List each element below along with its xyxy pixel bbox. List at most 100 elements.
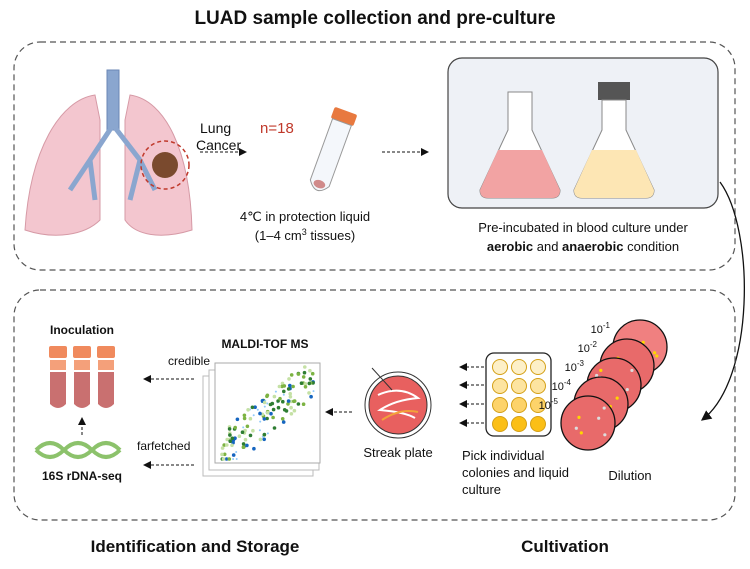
scatter-point <box>269 411 273 416</box>
scatter-point <box>281 399 285 404</box>
scatter-point <box>220 446 225 450</box>
scatter-point <box>303 365 307 369</box>
scatter-point <box>301 375 306 379</box>
scatter-point <box>237 434 242 439</box>
scatter-point <box>268 402 273 407</box>
scatter-point <box>288 391 293 396</box>
scatter-point <box>271 407 276 412</box>
colony-dot <box>602 406 606 410</box>
well <box>511 416 527 432</box>
inoculation-tubes-icon <box>49 346 115 408</box>
colony-dot <box>603 433 607 437</box>
scatter-point <box>250 405 255 410</box>
dilution-plates-icon: 10-1 10-2 10-3 10-4 10-5 <box>539 319 668 451</box>
scatter-point <box>224 457 229 461</box>
scatter-point <box>258 411 262 416</box>
scatter-point <box>312 390 315 393</box>
scatter-point <box>278 396 282 401</box>
scatter-point <box>227 427 232 431</box>
tissue-size: (1–4 cm3 tissues) <box>255 227 355 243</box>
scatter-point <box>310 371 315 376</box>
dilution-level-label: 10-4 <box>552 378 572 393</box>
scatter-point <box>230 436 235 441</box>
scatter-point <box>235 417 240 422</box>
scatter-point <box>245 424 250 429</box>
scatter-point <box>248 433 253 438</box>
scatter-point <box>232 458 235 460</box>
scatter-point <box>233 436 237 441</box>
scatter-point <box>280 417 285 421</box>
scatter-point <box>258 429 261 432</box>
scatter-point <box>296 372 301 376</box>
colony-dot <box>630 368 634 373</box>
aerobic-flask-icon <box>479 91 561 199</box>
scatter-point <box>228 433 232 437</box>
scatter-point <box>241 442 246 446</box>
scatter-point <box>309 394 313 399</box>
dna-icon <box>34 441 122 459</box>
scatter-point <box>271 415 275 420</box>
scatter-point <box>282 393 285 396</box>
dilution-level-label: 10-1 <box>591 321 611 336</box>
collection-panel <box>13 41 736 271</box>
colony-dot <box>599 368 603 372</box>
scatter-point <box>301 402 306 407</box>
section-title-identification: Identification and Storage <box>91 537 300 556</box>
scatter-point <box>287 377 291 381</box>
scatter-point <box>282 389 286 394</box>
section-title-cultivation: Cultivation <box>521 537 609 556</box>
scatter-point <box>242 426 245 429</box>
preincubation-text: Pre-incubated in blood culture under <box>478 220 688 235</box>
scatter-point <box>291 384 295 389</box>
scatter-point <box>286 402 290 406</box>
identification-cultivation-panel <box>13 289 736 521</box>
scatter-point <box>225 437 229 442</box>
lung-illustration <box>24 69 193 236</box>
colony-dot <box>595 373 599 378</box>
scatter-point <box>242 416 247 421</box>
scatter-point <box>292 399 296 404</box>
scatter-point <box>311 381 315 385</box>
scatter-point <box>308 377 313 381</box>
scatter-point <box>299 381 304 386</box>
well <box>511 397 527 413</box>
scatter-point <box>280 381 285 386</box>
maldi-scatter-plot <box>214 362 321 464</box>
scatter-point <box>282 384 287 388</box>
well <box>492 378 508 394</box>
scatter-point <box>227 457 232 461</box>
scatter-point <box>233 425 237 430</box>
well <box>511 378 527 394</box>
scatter-point <box>308 368 312 373</box>
scatter-point <box>221 457 226 461</box>
scatter-point <box>266 432 269 435</box>
dilution-level-label: 10-5 <box>539 397 559 412</box>
scatter-point <box>240 430 245 435</box>
scatter-point <box>220 452 224 457</box>
colony-dot <box>574 426 578 430</box>
arrow-culture-to-dilution <box>700 181 745 421</box>
maldi-label: MALDI-TOF MS <box>221 337 308 351</box>
sequencing-label: 16S rDNA-seq <box>42 469 122 483</box>
scatter-point <box>252 414 255 417</box>
farfetched-label: farfetched <box>137 439 190 453</box>
pick-colonies-line-1: Pick individual <box>462 448 544 463</box>
sample-count: n=18 <box>260 120 294 137</box>
scatter-point <box>222 452 227 457</box>
tumor-icon <box>152 152 178 178</box>
scatter-point <box>243 437 248 442</box>
well <box>492 416 508 432</box>
streak-plate-label: Streak plate <box>363 445 432 460</box>
scatter-point <box>262 437 267 442</box>
scatter-point <box>288 395 293 399</box>
scatter-point <box>289 412 294 416</box>
well <box>530 378 546 394</box>
colony-dot <box>577 415 581 419</box>
scatter-point <box>222 443 226 447</box>
scatter-point <box>281 420 286 424</box>
scatter-point <box>272 426 277 430</box>
credible-label: credible <box>168 354 210 368</box>
dilution-level-label: 10-3 <box>565 359 585 374</box>
preincubation-condition: aerobic and anaerobic condition <box>487 239 679 254</box>
scatter-point <box>243 428 247 433</box>
